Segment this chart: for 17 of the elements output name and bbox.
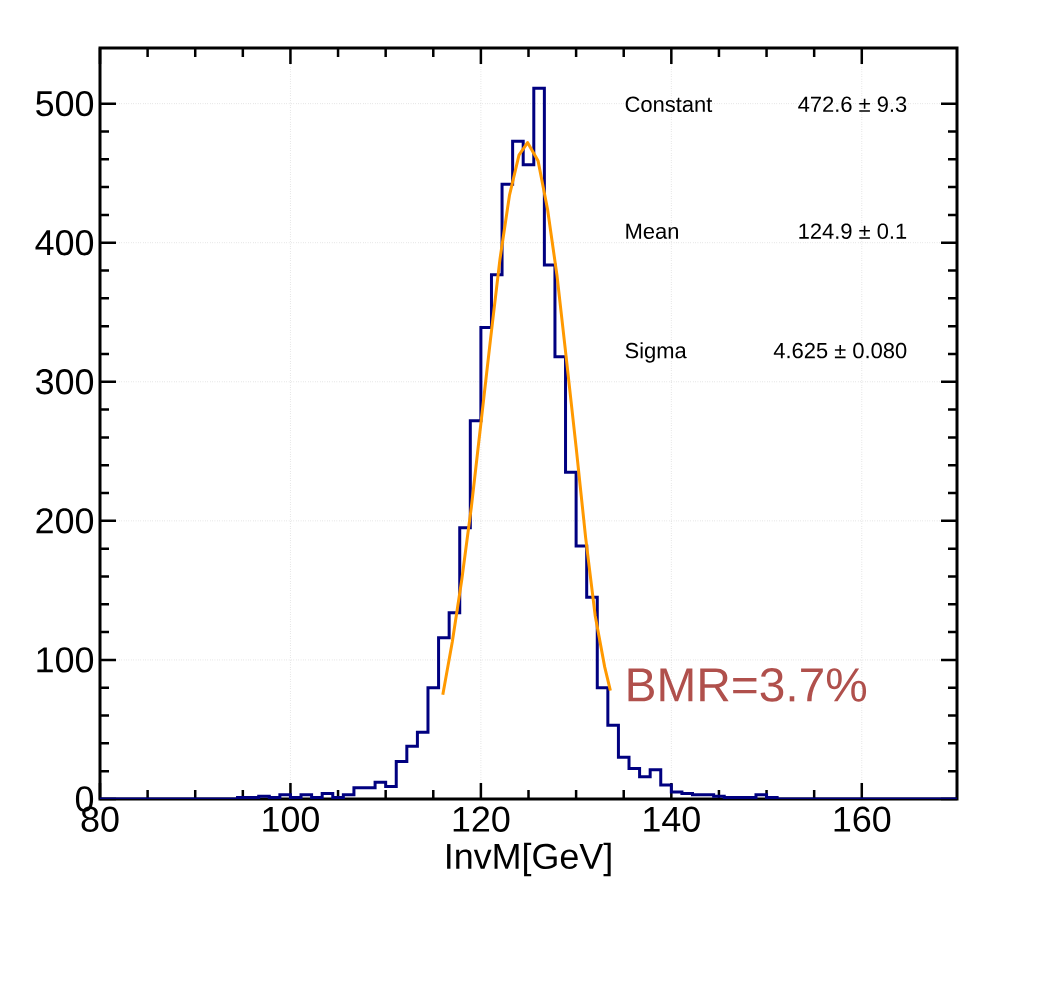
annotation: Constant bbox=[625, 96, 713, 113]
y-tick-label: 100 bbox=[37, 647, 94, 673]
x-tick-label: 160 bbox=[834, 806, 891, 832]
annotation: Sigma bbox=[625, 342, 687, 363]
y-tick-label: 200 bbox=[36, 508, 94, 534]
y-tick-label: 500 bbox=[36, 90, 94, 117]
annotation: 472.6 ± 9.3 bbox=[798, 96, 907, 113]
y-tick-label: 400 bbox=[35, 230, 94, 256]
x-tick-label: 100 bbox=[263, 806, 319, 832]
annotation: BMR=3.7% bbox=[628, 667, 867, 702]
x-tick-label: 120 bbox=[453, 806, 510, 832]
annotation: 124.9 ± 0.1 bbox=[799, 223, 907, 239]
y-tick-label: 300 bbox=[36, 369, 94, 395]
x-tick-label: 140 bbox=[644, 806, 700, 832]
annotation: 4.625 ± 0.080 bbox=[773, 342, 907, 359]
annotation: Mean bbox=[626, 223, 678, 239]
x-axis-title: InvM[GeV] bbox=[447, 842, 611, 877]
